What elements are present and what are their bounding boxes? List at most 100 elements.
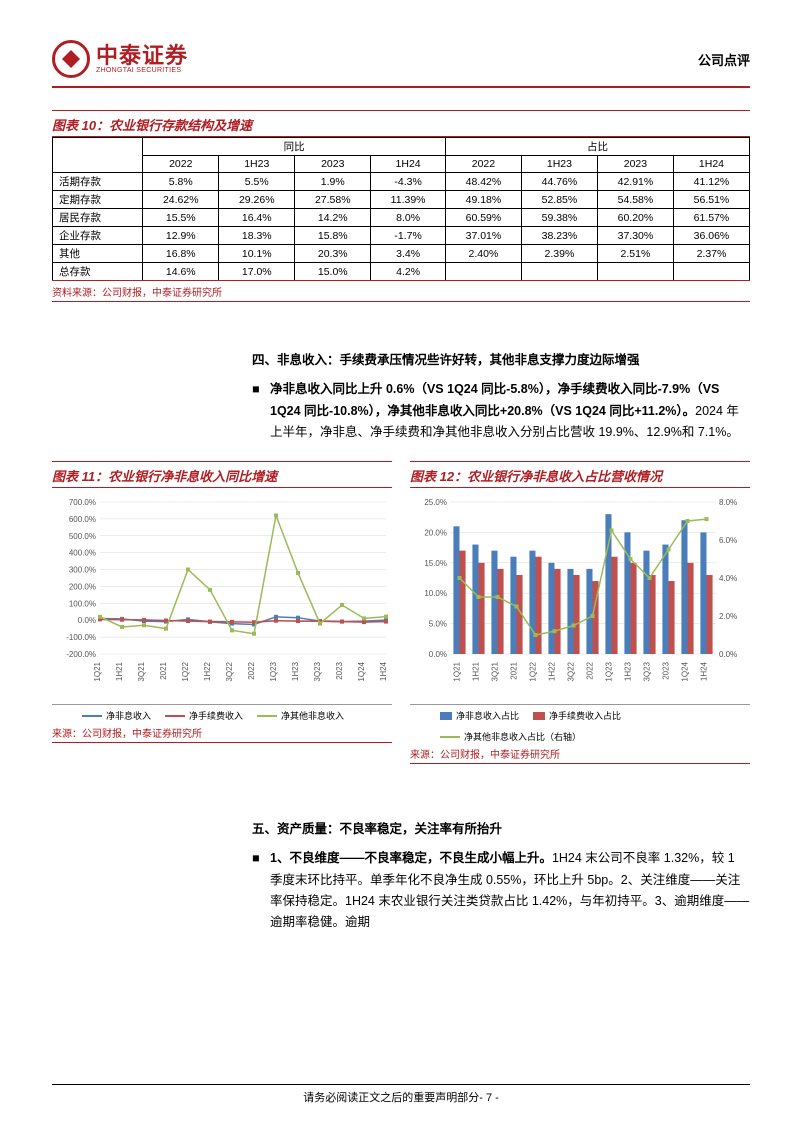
svg-text:1Q24: 1Q24 — [357, 661, 366, 681]
table-cell: 5.5% — [219, 173, 295, 191]
table-col-header: 2023 — [597, 156, 673, 173]
table-row-label: 企业存款 — [53, 227, 143, 245]
svg-text:2.0%: 2.0% — [719, 612, 737, 621]
table-cell: 3.4% — [371, 245, 446, 263]
legend-item: 净手续费收入 — [165, 709, 243, 722]
svg-text:-200.0%: -200.0% — [66, 650, 96, 659]
svg-text:10.0%: 10.0% — [424, 589, 447, 598]
svg-text:0.0%: 0.0% — [719, 650, 737, 659]
table-cell: -1.7% — [371, 227, 446, 245]
table-col-header: 1H24 — [673, 156, 749, 173]
svg-text:1Q23: 1Q23 — [605, 661, 614, 681]
section-4: 四、非息收入：手续费承压情况些许好转，其他非息支撑力度边际增强 净非息收入同比上… — [252, 350, 750, 443]
svg-text:2021: 2021 — [510, 661, 519, 679]
exhibit-12-source: 来源：公司财报，中泰证券研究所 — [410, 746, 750, 764]
table-group-yoy: 同比 — [143, 138, 446, 156]
exhibit-12-title: 图表 12：农业银行净非息收入占比营收情况 — [410, 461, 750, 488]
table-cell: 2.37% — [673, 245, 749, 263]
legend-item: 净非息收入占比 — [440, 709, 519, 722]
page-header: 中泰证券 ZHONGTAI SECURITIES 公司点评 — [52, 40, 750, 78]
footer-disclaimer: 请务必阅读正文之后的重要声明部分 — [303, 1092, 479, 1104]
table-col-header: 2022 — [143, 156, 219, 173]
svg-text:1Q24: 1Q24 — [681, 661, 690, 681]
table-cell: 27.58% — [295, 191, 371, 209]
table-cell: 54.58% — [597, 191, 673, 209]
svg-text:2021: 2021 — [159, 661, 168, 679]
table-cell: 60.59% — [445, 209, 521, 227]
document-type: 公司点评 — [698, 50, 750, 69]
svg-text:1H24: 1H24 — [379, 661, 388, 681]
svg-text:3Q22: 3Q22 — [567, 661, 576, 681]
svg-text:3Q22: 3Q22 — [225, 661, 234, 681]
table-cell: 61.57% — [673, 209, 749, 227]
footer-page: - 7 - — [479, 1092, 499, 1104]
table-cell: 1.9% — [295, 173, 371, 191]
svg-text:1H22: 1H22 — [548, 661, 557, 681]
section-5-bullet: 1、不良维度——不良率稳定，不良生成小幅上升。1H24 末公司不良率 1.32%… — [252, 848, 750, 933]
table-cell: 60.20% — [597, 209, 673, 227]
table-row-label: 总存款 — [53, 263, 143, 281]
svg-text:0.0%: 0.0% — [429, 650, 447, 659]
svg-text:20.0%: 20.0% — [424, 528, 447, 537]
table-cell: 2.39% — [521, 245, 597, 263]
svg-text:2022: 2022 — [586, 661, 595, 679]
svg-text:400.0%: 400.0% — [69, 549, 96, 558]
exhibit-11-source: 来源：公司财报，中泰证券研究所 — [52, 725, 392, 743]
legend-item: 净非息收入 — [82, 709, 151, 722]
exhibit-11-legend: 净非息收入净手续费收入净其他非息收入 — [52, 704, 392, 722]
table-cell: 38.23% — [521, 227, 597, 245]
svg-text:25.0%: 25.0% — [424, 498, 447, 507]
svg-text:200.0%: 200.0% — [69, 582, 96, 591]
table-cell: 16.4% — [219, 209, 295, 227]
svg-text:1H21: 1H21 — [472, 661, 481, 681]
table-cell: 36.06% — [673, 227, 749, 245]
svg-text:1H21: 1H21 — [115, 661, 124, 681]
table-cell: 15.5% — [143, 209, 219, 227]
exhibit-12-chart: 0.0%5.0%10.0%15.0%20.0%25.0%0.0%2.0%4.0%… — [410, 494, 750, 704]
section-4-bold: 净非息收入同比上升 0.6%（VS 1Q24 同比-5.8%），净手续费收入同比… — [270, 382, 719, 417]
table-col-header: 1H23 — [521, 156, 597, 173]
svg-text:600.0%: 600.0% — [69, 515, 96, 524]
svg-text:2022: 2022 — [247, 661, 256, 679]
table-col-header: 1H23 — [219, 156, 295, 173]
svg-text:3Q21: 3Q21 — [491, 661, 500, 681]
svg-text:1H23: 1H23 — [624, 661, 633, 681]
exhibit-10-source: 资料来源：公司财报，中泰证券研究所 — [52, 284, 750, 302]
table-cell: 14.2% — [295, 209, 371, 227]
svg-text:1Q23: 1Q23 — [269, 661, 278, 681]
table-group-share: 占比 — [445, 138, 749, 156]
table-cell: 41.12% — [673, 173, 749, 191]
exhibit-11: 图表 11：农业银行净非息收入同比增速 -200.0%-100.0%0.0%10… — [52, 461, 392, 764]
table-cell: -4.3% — [371, 173, 446, 191]
exhibit-12-legend: 净非息收入占比净手续费收入占比净其他非息收入占比（右轴） — [410, 704, 750, 743]
table-cell: 37.30% — [597, 227, 673, 245]
section-5-title: 五、资产质量：不良率稳定，关注率有所抬升 — [252, 819, 750, 840]
table-cell: 20.3% — [295, 245, 371, 263]
table-cell: 37.01% — [445, 227, 521, 245]
svg-text:3Q23: 3Q23 — [643, 661, 652, 681]
section-5: 五、资产质量：不良率稳定，关注率有所抬升 1、不良维度——不良率稳定，不良生成小… — [252, 819, 750, 933]
svg-text:300.0%: 300.0% — [69, 566, 96, 575]
table-row-label: 其他 — [53, 245, 143, 263]
section-4-title: 四、非息收入：手续费承压情况些许好转，其他非息支撑力度边际增强 — [252, 350, 750, 371]
table-cell: 56.51% — [673, 191, 749, 209]
svg-text:8.0%: 8.0% — [719, 498, 737, 507]
table-cell: 59.38% — [521, 209, 597, 227]
company-logo: 中泰证券 ZHONGTAI SECURITIES — [52, 40, 188, 78]
legend-item: 净手续费收入占比 — [533, 709, 621, 722]
table-cell: 15.8% — [295, 227, 371, 245]
table-cell — [521, 263, 597, 281]
table-cell: 15.0% — [295, 263, 371, 281]
svg-text:1Q21: 1Q21 — [93, 661, 102, 681]
table-col-header: 1H24 — [371, 156, 446, 173]
exhibit-11-chart: -200.0%-100.0%0.0%100.0%200.0%300.0%400.… — [52, 494, 392, 704]
table-cell: 10.1% — [219, 245, 295, 263]
svg-text:3Q21: 3Q21 — [137, 661, 146, 681]
logo-mark-icon — [52, 40, 90, 78]
section-5-bold: 1、不良维度——不良率稳定，不良生成小幅上升。 — [270, 851, 552, 865]
table-row-label: 活期存款 — [53, 173, 143, 191]
table-cell: 24.62% — [143, 191, 219, 209]
svg-text:1Q21: 1Q21 — [453, 661, 462, 681]
exhibit-11-title: 图表 11：农业银行净非息收入同比增速 — [52, 461, 392, 488]
svg-text:1Q22: 1Q22 — [181, 661, 190, 681]
